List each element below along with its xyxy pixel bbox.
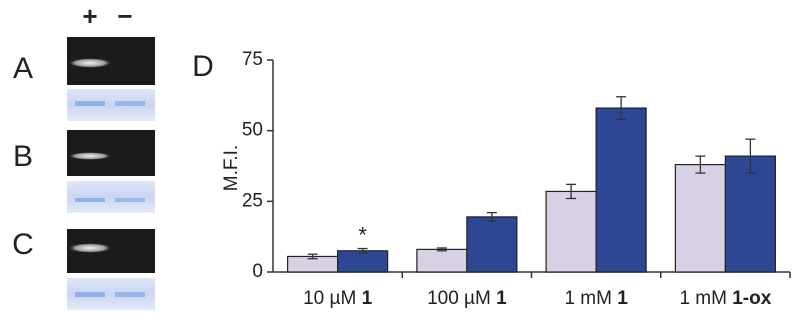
x-tick-label: 100 µM 1 xyxy=(427,288,507,309)
bar xyxy=(596,108,646,272)
panel-label: D xyxy=(192,50,214,83)
y-axis-label: M.F.I. xyxy=(221,145,242,191)
y-tick-label: 75 xyxy=(242,49,263,70)
bar xyxy=(546,191,596,272)
panel-label: A xyxy=(13,52,33,85)
lane-label: + xyxy=(82,1,97,31)
bar xyxy=(675,165,725,272)
bar xyxy=(417,249,467,272)
x-tick-label: 1 mM 1-ox xyxy=(679,288,771,309)
annotation: * xyxy=(358,222,367,247)
x-tick-label: 1 mM 1 xyxy=(564,288,628,309)
x-tick-label: 10 µM 1 xyxy=(303,288,372,309)
bar xyxy=(338,251,388,272)
y-tick-label: 25 xyxy=(242,190,263,211)
lane-label: − xyxy=(117,1,132,31)
gel-a xyxy=(67,37,155,121)
page: {"gel_panels": {"lanes": ["+", "−"], "la… xyxy=(0,0,801,320)
panel-label: C xyxy=(12,228,34,261)
figure: + − A B C D M.F.I. 0 25 50 75 10 µM 1 * 100 µM… xyxy=(0,0,801,320)
bar xyxy=(467,217,517,272)
gel-c xyxy=(67,229,155,310)
gel-b xyxy=(67,130,155,213)
y-tick-label: 50 xyxy=(242,120,263,141)
y-tick-label: 0 xyxy=(252,261,263,282)
panel-label: B xyxy=(13,140,33,173)
